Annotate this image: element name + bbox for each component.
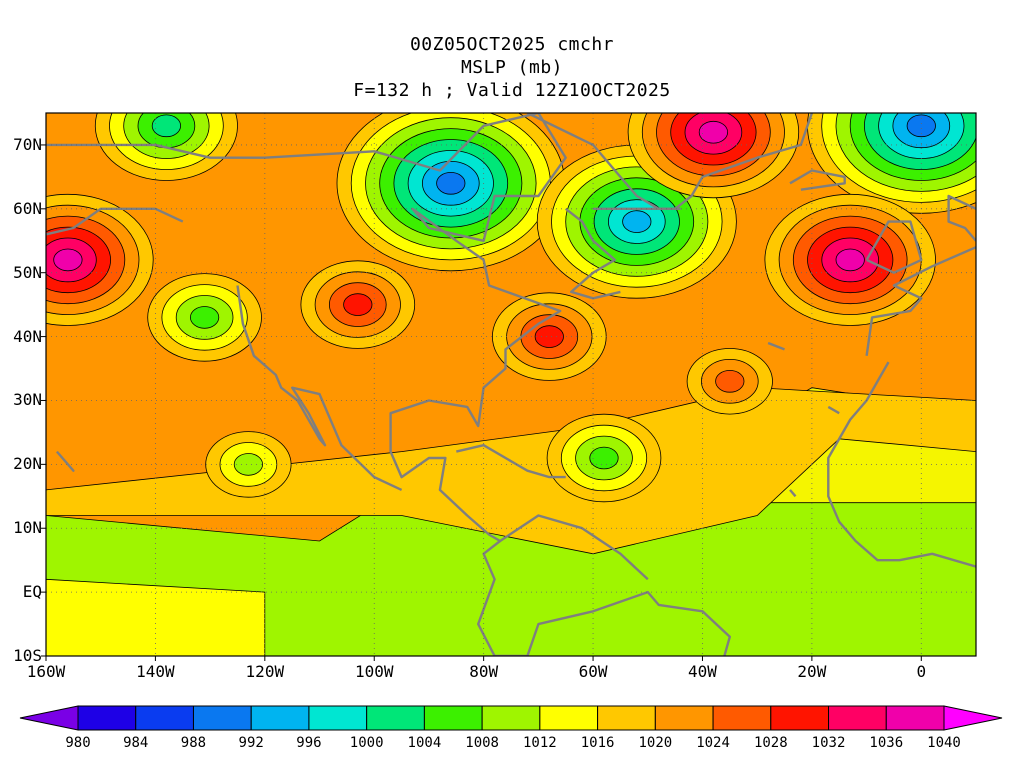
system-high-10-ring-1 (534, 325, 564, 348)
map-subtitle-variable: MSLP (mb) (460, 57, 564, 78)
lat-label: 50N (13, 262, 42, 282)
lon-label: 40W (688, 662, 717, 681)
lon-label: 120W (245, 662, 285, 681)
colorbar-label: 984 (123, 735, 149, 751)
colorbar-label: 1012 (523, 735, 557, 751)
lat-lon-grid (46, 113, 976, 656)
system-low-5-ring-1 (233, 453, 263, 476)
coastline-6 (564, 207, 621, 300)
coastline-8 (526, 113, 681, 210)
coastline-2 (499, 514, 649, 581)
colorbar-label: 1036 (869, 735, 904, 751)
system-high-9-ring-1 (698, 120, 729, 144)
coastline-14 (767, 341, 785, 351)
colorbar-label: 996 (296, 735, 322, 751)
system-low-6-ring-1 (589, 446, 619, 470)
lat-label: 10N (13, 518, 42, 538)
lon-label: 160W (26, 662, 66, 681)
lat-label: 20N (13, 454, 42, 474)
colorbar-label: 1004 (407, 735, 442, 751)
colorbar-label: 1016 (580, 735, 615, 751)
system-low-4-ring-1 (190, 306, 220, 329)
colorbar-label: 1008 (465, 735, 499, 751)
colorbar-label: 1020 (638, 735, 673, 751)
pressure-field (46, 113, 976, 656)
map-title: 00Z05OCT2025 cmchr (409, 34, 615, 55)
lat-label: 10S (13, 646, 42, 665)
coastline-11 (947, 194, 976, 242)
colorbar-label: 980 (65, 735, 91, 751)
coastline-10 (865, 220, 923, 274)
pressure-band-1 (46, 578, 266, 656)
coastline-1 (494, 590, 731, 656)
system-low-0-ring-1 (436, 172, 466, 195)
colorbar-label: 1040 (927, 735, 961, 751)
map-frame (45, 112, 977, 657)
lon-label: 20W (797, 662, 827, 681)
lon-label: 80W (469, 662, 499, 681)
pressure-band-0 (46, 502, 976, 656)
colorbar-label: 992 (238, 735, 264, 751)
colorbar-label: 988 (180, 735, 207, 751)
lon-label: 60W (578, 662, 608, 681)
map-subtitle-valid-time: F=132 h ; Valid 12Z10OCT2025 (353, 80, 671, 101)
lat-label: EQ (22, 582, 42, 602)
lon-label: 140W (136, 662, 175, 681)
coastline-4 (46, 207, 184, 236)
lon-label: 0 (916, 662, 927, 681)
coastline-9 (789, 169, 846, 191)
coastline-5 (456, 444, 566, 479)
colorbar-label: 1024 (696, 735, 730, 751)
coastline-3 (236, 285, 403, 491)
colorbar-label: 1000 (349, 735, 384, 751)
lat-label: 70N (13, 134, 42, 154)
coastline-15 (827, 405, 840, 415)
lon-label: 100W (354, 662, 394, 681)
lat-label: 40N (13, 326, 42, 346)
colorbar-label: 1032 (811, 735, 846, 751)
system-high-12-ring-1 (715, 369, 745, 393)
system-low-1-ring-1 (622, 210, 652, 233)
system-low-2-ring-1 (906, 114, 936, 138)
lat-label: 60N (13, 198, 42, 218)
system-low-3-ring-1 (151, 114, 181, 138)
coastline-13 (827, 361, 976, 568)
coastline-17 (55, 450, 75, 472)
coastline-16 (789, 489, 797, 498)
pressure-band-3 (46, 387, 976, 555)
colorbar-label: 1028 (753, 735, 788, 751)
axis-ticks (41, 144, 922, 661)
system-high-8-ring-1 (835, 248, 865, 272)
lat-label: 30N (13, 390, 42, 410)
system-high-7-ring-1 (53, 248, 83, 272)
system-high-11-ring-1 (343, 293, 373, 316)
